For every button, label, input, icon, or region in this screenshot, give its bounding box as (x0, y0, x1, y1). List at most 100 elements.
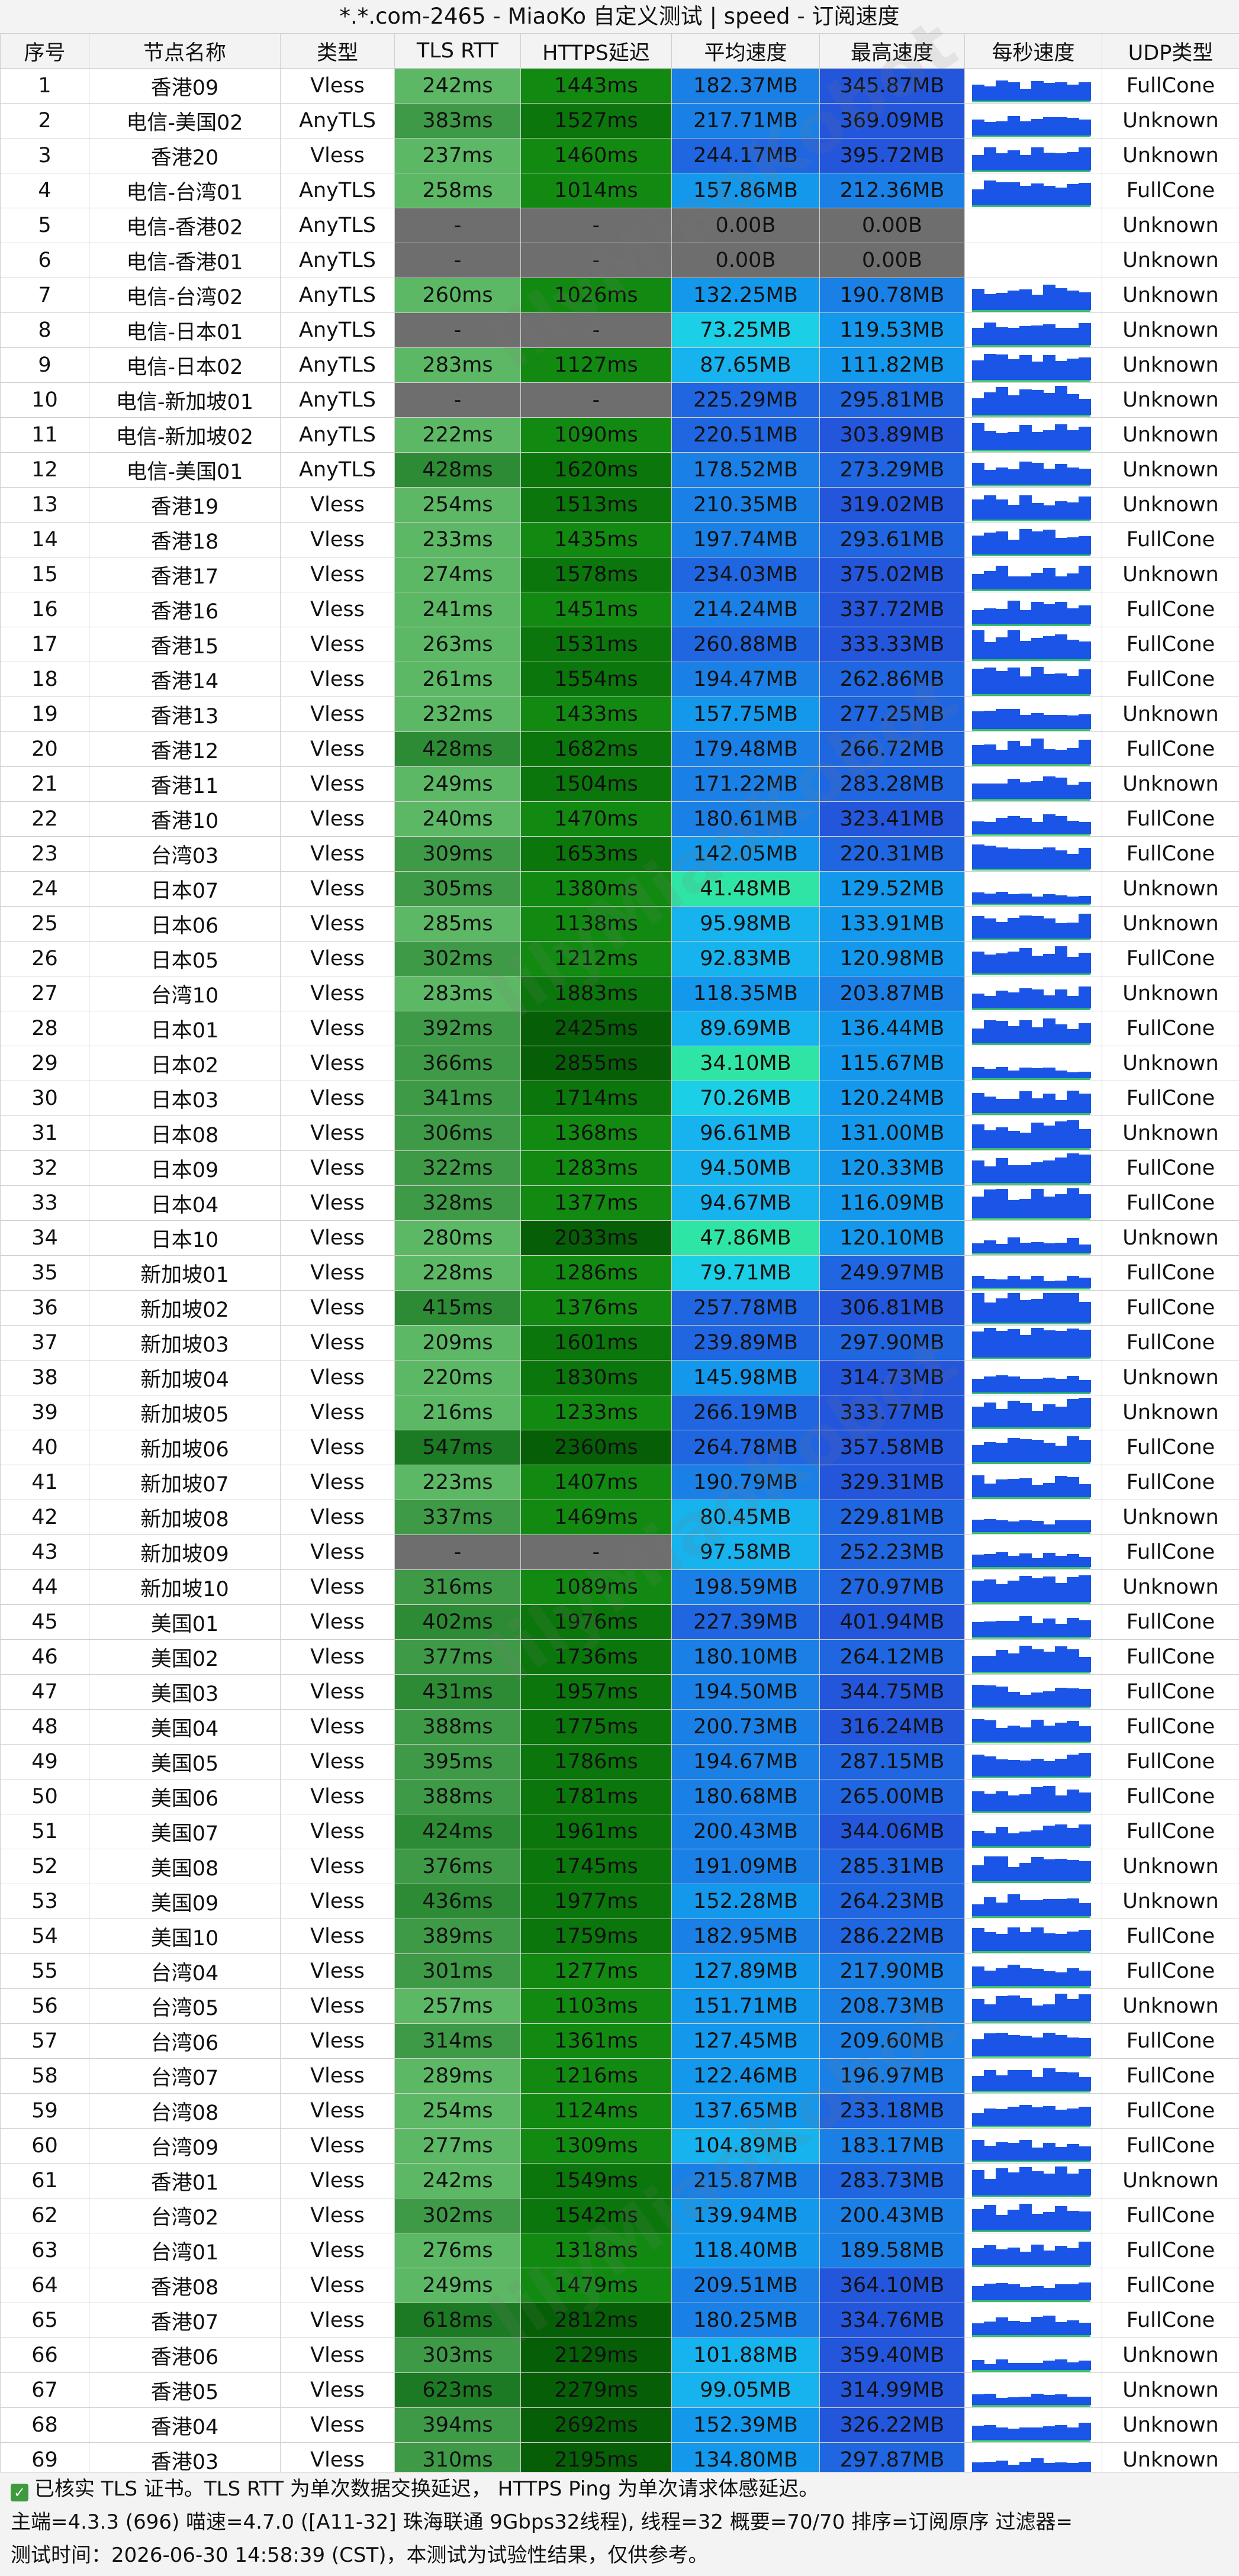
speed-sparkline-bar (1019, 576, 1032, 589)
column-header-per-second-speed[interactable]: 每秒速度 (965, 34, 1102, 69)
cell-tls-rtt: 424ms (395, 1814, 521, 1849)
speed-sparkline-bar (1019, 495, 1032, 520)
column-header-https-latency[interactable]: HTTPS延迟 (521, 34, 672, 69)
column-header-avg-speed[interactable]: 平均速度 (672, 34, 820, 69)
cell-index: 58 (1, 2059, 89, 2094)
speed-sparkline-bar (984, 996, 996, 1008)
column-header-node-name[interactable]: 节点名称 (89, 34, 281, 69)
column-header-type[interactable]: 类型 (281, 34, 395, 69)
speed-sparkline-bar (1031, 2107, 1044, 2126)
column-header-max-speed[interactable]: 最高速度 (820, 34, 965, 69)
cell-per-second-speed (965, 662, 1102, 697)
speed-sparkline-bar (1067, 923, 1079, 939)
speed-sparkline-bar (1079, 714, 1091, 729)
speed-sparkline-bar (1008, 1276, 1020, 1288)
cell-per-second-speed (965, 1814, 1102, 1849)
cell-index: 67 (1, 2373, 89, 2408)
cell-per-second-speed (965, 69, 1102, 104)
speed-sparkline (965, 1570, 1101, 1604)
speed-sparkline-baseline (972, 973, 1090, 975)
speed-sparkline-bar (996, 1067, 1008, 1078)
speed-sparkline-bar (1043, 2426, 1055, 2440)
cell-node-name: 美国04 (89, 1710, 281, 1745)
speed-sparkline-bar (1079, 2038, 1091, 2056)
speed-sparkline (965, 767, 1101, 801)
column-header-tls-rtt[interactable]: TLS RTT (395, 34, 521, 69)
column-header-udp-type[interactable]: UDP类型 (1102, 34, 1239, 69)
cell-index: 23 (1, 837, 89, 872)
cell-avg-speed: 92.83MB (672, 942, 820, 976)
speed-sparkline-bar (1019, 1379, 1032, 1392)
column-header-index[interactable]: 序号 (1, 34, 89, 69)
